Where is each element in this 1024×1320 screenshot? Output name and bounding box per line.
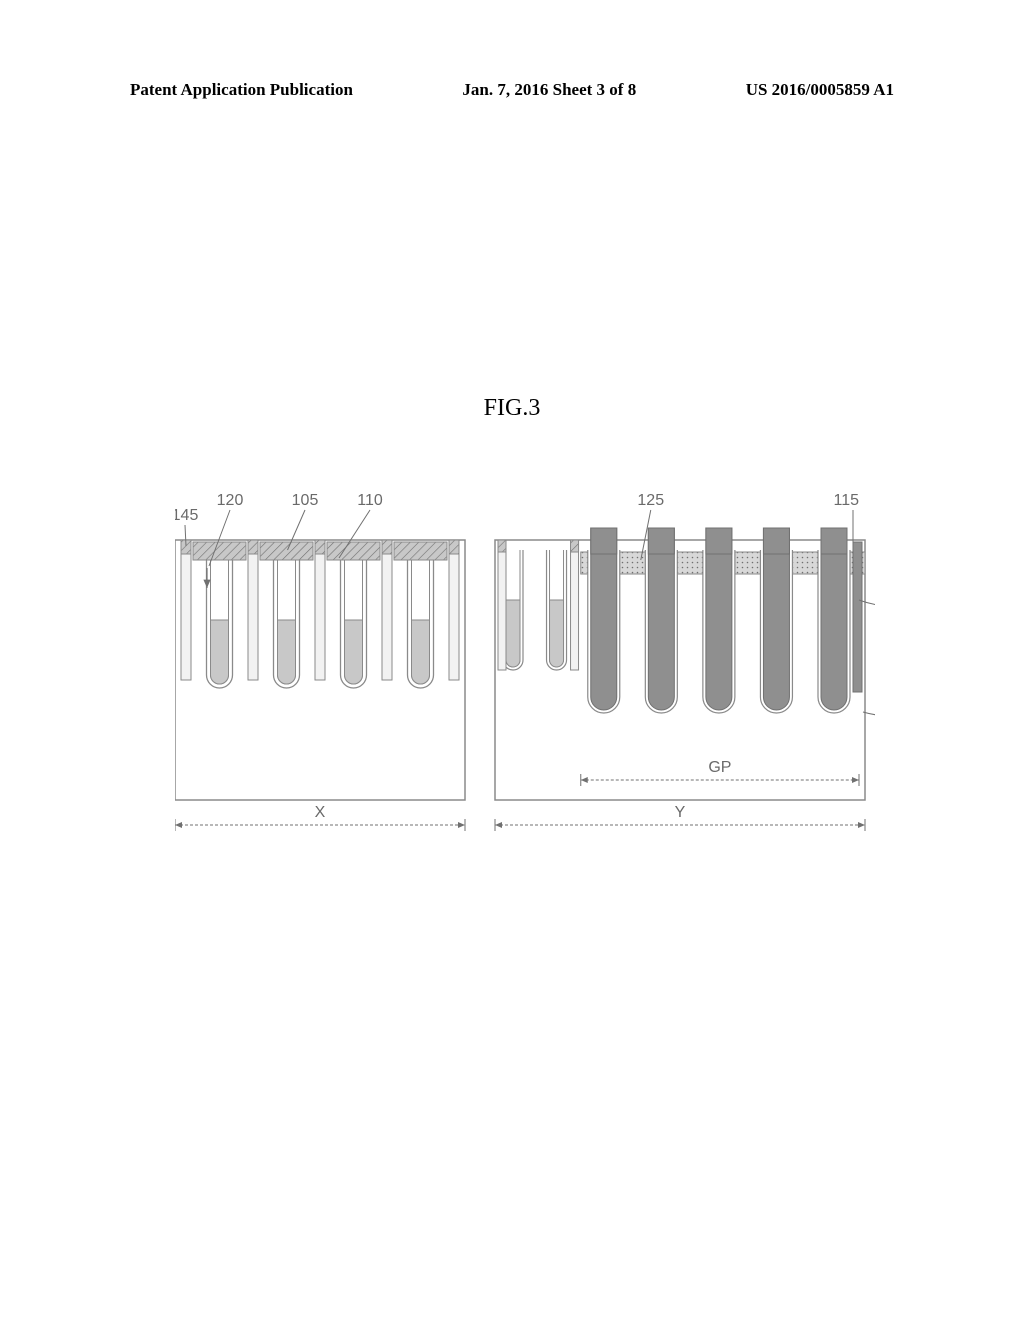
diagram: 145120105110125115140100XYGP bbox=[175, 480, 875, 880]
svg-text:Y: Y bbox=[675, 804, 686, 821]
header-center: Jan. 7, 2016 Sheet 3 of 8 bbox=[462, 80, 636, 100]
svg-text:115: 115 bbox=[833, 492, 859, 509]
svg-text:125: 125 bbox=[637, 492, 664, 509]
svg-text:GP: GP bbox=[708, 759, 731, 776]
svg-text:110: 110 bbox=[357, 492, 383, 509]
header-right: US 2016/0005859 A1 bbox=[746, 80, 894, 100]
svg-text:X: X bbox=[315, 804, 326, 821]
svg-text:120: 120 bbox=[217, 492, 244, 509]
header-left: Patent Application Publication bbox=[130, 80, 353, 100]
figure-title: FIG.3 bbox=[0, 395, 1024, 422]
svg-text:145: 145 bbox=[175, 507, 198, 524]
svg-text:105: 105 bbox=[292, 492, 319, 509]
